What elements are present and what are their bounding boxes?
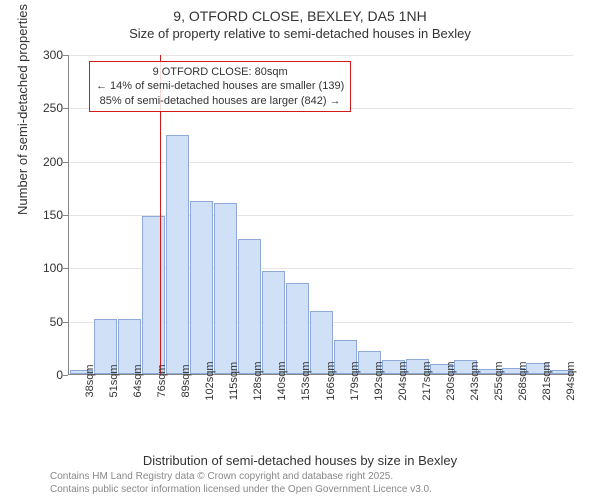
y-tick-label: 300 — [43, 48, 63, 62]
x-tick-label: 255sqm — [493, 361, 505, 400]
x-tick-label: 192sqm — [373, 361, 385, 400]
y-tick-mark — [63, 375, 68, 376]
y-axis-label: Number of semi-detached properties — [15, 4, 30, 215]
plot-region: 9 OTFORD CLOSE: 80sqm ← 14% of semi-deta… — [68, 55, 573, 375]
y-tick-mark — [63, 108, 68, 109]
callout-line-2: ← 14% of semi-detached houses are smalle… — [96, 79, 344, 93]
main-title: 9, OTFORD CLOSE, BEXLEY, DA5 1NH — [0, 8, 600, 24]
x-tick-label: 294sqm — [565, 361, 577, 400]
x-tick-label: 230sqm — [445, 361, 457, 400]
histogram-bar — [238, 239, 261, 374]
subtitle: Size of property relative to semi-detach… — [0, 26, 600, 41]
y-tick-label: 100 — [43, 261, 63, 275]
x-tick-label: 102sqm — [204, 361, 216, 400]
callout-line-3: 85% of semi-detached houses are larger (… — [96, 94, 344, 108]
histogram-bar — [190, 201, 213, 374]
footer-line-2: Contains public sector information licen… — [50, 484, 432, 497]
y-tick-mark — [63, 55, 68, 56]
x-tick-label: 204sqm — [397, 361, 409, 400]
x-tick-label: 217sqm — [421, 361, 433, 400]
x-tick-label: 128sqm — [252, 361, 264, 400]
y-tick-label: 150 — [43, 208, 63, 222]
footer-line-1: Contains HM Land Registry data © Crown c… — [50, 471, 432, 484]
x-axis-label: Distribution of semi-detached houses by … — [0, 453, 600, 468]
x-tick-label: 243sqm — [469, 361, 481, 400]
y-tick-label: 200 — [43, 155, 63, 169]
x-tick-label: 38sqm — [84, 364, 96, 397]
histogram-bar — [166, 135, 189, 374]
y-tick-label: 0 — [56, 368, 63, 382]
x-tick-label: 281sqm — [541, 361, 553, 400]
y-tick-mark — [63, 268, 68, 269]
callout-line-1: 9 OTFORD CLOSE: 80sqm — [96, 65, 344, 79]
x-tick-label: 179sqm — [349, 361, 361, 400]
x-tick-label: 51sqm — [108, 364, 120, 397]
y-tick-mark — [63, 322, 68, 323]
y-tick-label: 250 — [43, 101, 63, 115]
x-tick-label: 140sqm — [276, 361, 288, 400]
chart-area: 9 OTFORD CLOSE: 80sqm ← 14% of semi-deta… — [68, 55, 573, 410]
x-tick-label: 153sqm — [300, 361, 312, 400]
y-tick-label: 50 — [50, 315, 63, 329]
x-tick-label: 115sqm — [228, 362, 240, 400]
y-tick-mark — [63, 215, 68, 216]
histogram-bar — [214, 203, 237, 374]
y-tick-mark — [63, 162, 68, 163]
title-area: 9, OTFORD CLOSE, BEXLEY, DA5 1NH Size of… — [0, 0, 600, 41]
histogram-bar — [262, 271, 285, 374]
x-tick-label: 64sqm — [132, 364, 144, 397]
x-tick-label: 89sqm — [180, 364, 192, 397]
x-tick-label: 166sqm — [325, 361, 337, 400]
x-tick-label: 268sqm — [517, 361, 529, 400]
callout-box: 9 OTFORD CLOSE: 80sqm ← 14% of semi-deta… — [89, 61, 351, 112]
histogram-bar — [286, 283, 309, 374]
x-tick-label: 76sqm — [156, 364, 168, 397]
footer-attribution: Contains HM Land Registry data © Crown c… — [50, 471, 432, 496]
